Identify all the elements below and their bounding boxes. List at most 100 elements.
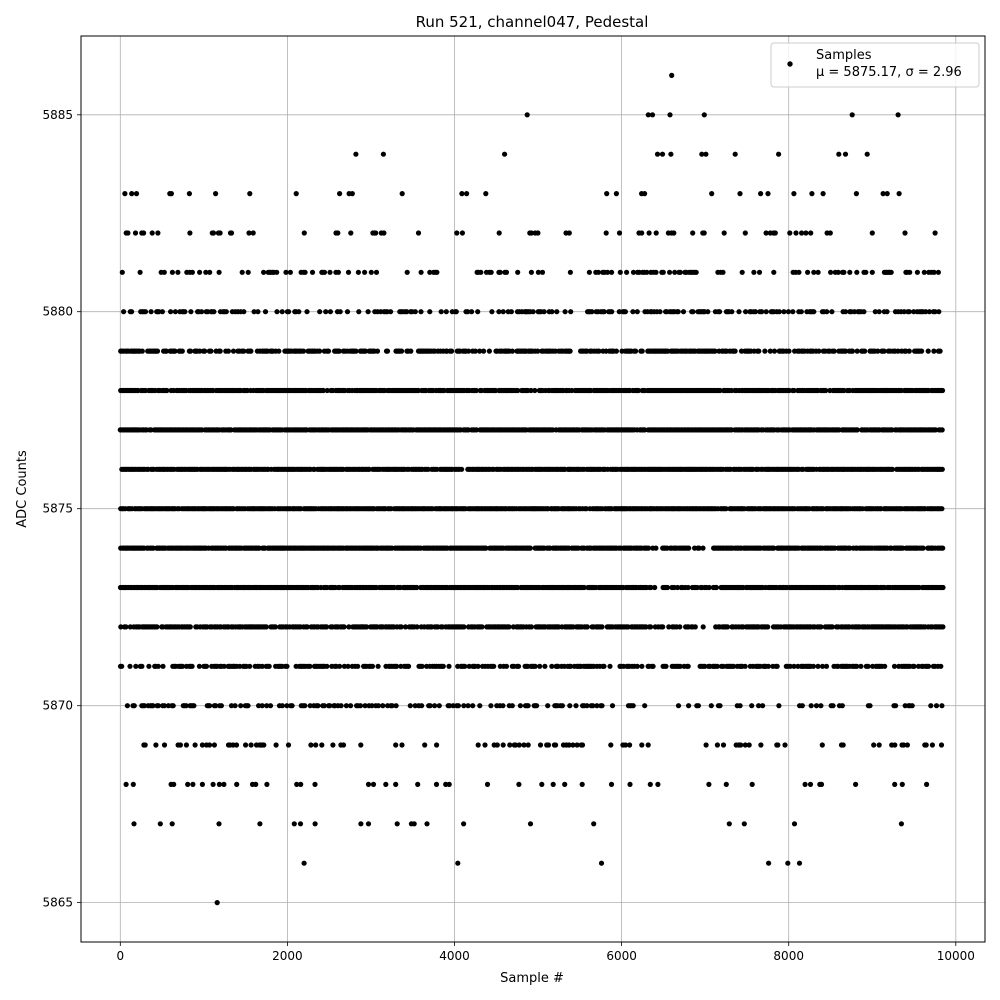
sample-point [741, 821, 747, 827]
sample-point [217, 230, 223, 236]
sample-point [815, 663, 821, 669]
sample-point [700, 545, 706, 551]
sample-point [264, 703, 270, 709]
sample-point [537, 742, 544, 748]
sample-point [175, 269, 181, 275]
sample-point [183, 703, 189, 709]
sample-point [293, 191, 299, 197]
sample-point [183, 742, 189, 748]
sample-point [776, 309, 782, 315]
sample-point [559, 703, 566, 709]
sample-point [639, 742, 645, 748]
sample-point [667, 112, 673, 118]
sample-point [876, 742, 882, 748]
sample-point [213, 191, 219, 197]
sample-point [340, 742, 347, 748]
sample-point [671, 230, 677, 236]
sample-point [774, 663, 780, 669]
sample-point [525, 742, 531, 748]
sample-point [724, 624, 731, 630]
sample-point [923, 742, 929, 748]
sample-point [321, 269, 328, 275]
sample-point [853, 191, 860, 197]
sample-point [861, 309, 867, 315]
sample-point [660, 269, 666, 275]
sample-point [924, 781, 930, 788]
sample-point [535, 230, 541, 236]
sample-point [419, 703, 425, 709]
sample-point [515, 663, 522, 669]
sample-point [919, 348, 925, 354]
sample-point [255, 309, 261, 315]
sample-point [771, 269, 777, 275]
sample-point [337, 309, 343, 315]
sample-point [338, 703, 344, 709]
sample-point [256, 703, 262, 709]
sample-point [309, 269, 316, 275]
sample-point [528, 624, 535, 630]
sample-point [341, 663, 347, 669]
sample-point [749, 703, 755, 709]
sample-point [404, 269, 410, 275]
sample-point [465, 703, 471, 709]
sample-point [882, 663, 888, 669]
sample-point [274, 309, 280, 315]
sample-point [302, 269, 308, 275]
sample-point [427, 309, 433, 315]
sample-point [639, 663, 645, 669]
sample-point [524, 112, 530, 118]
sample-point [935, 269, 942, 275]
sample-point [221, 663, 227, 669]
sample-point [188, 309, 194, 315]
sample-point [169, 269, 175, 275]
sample-point [171, 781, 177, 788]
sample-point [537, 663, 543, 669]
sample-point [909, 703, 915, 709]
sample-point [408, 348, 414, 354]
sample-point [574, 742, 580, 748]
sample-point [771, 348, 778, 354]
sample-point [449, 348, 455, 354]
sample-point [427, 703, 433, 709]
sample-point [213, 703, 219, 709]
sample-point [695, 703, 702, 709]
sample-point [327, 269, 333, 275]
sample-point [772, 230, 778, 236]
sample-point [388, 309, 394, 315]
sample-point [302, 703, 308, 709]
sample-point [553, 742, 559, 748]
sample-point [737, 191, 743, 197]
sample-point [153, 742, 159, 748]
sample-point [925, 348, 931, 354]
sample-point [573, 703, 579, 709]
sample-point [330, 742, 336, 748]
sample-point [121, 309, 127, 315]
sample-point [185, 781, 191, 788]
sample-point [921, 269, 927, 275]
sample-point [375, 663, 381, 669]
sample-point [399, 348, 405, 354]
sample-point [622, 742, 629, 748]
sample-point [791, 821, 798, 827]
sample-point [513, 742, 519, 748]
sample-point [508, 309, 514, 315]
sample-point [301, 230, 307, 236]
sample-point [243, 742, 249, 748]
sample-point [203, 663, 210, 669]
sample-point [286, 309, 292, 315]
sample-point [786, 348, 792, 354]
sample-point [216, 781, 222, 788]
sample-point [567, 348, 573, 354]
sample-point [749, 781, 755, 788]
sample-point [133, 663, 139, 669]
sample-point [809, 191, 815, 197]
sample-point [550, 781, 556, 788]
sample-point [808, 230, 814, 236]
sample-point [279, 309, 285, 315]
sample-point [939, 387, 946, 394]
sample-point [633, 348, 639, 354]
sample-point [233, 742, 240, 748]
sample-point [477, 703, 483, 709]
